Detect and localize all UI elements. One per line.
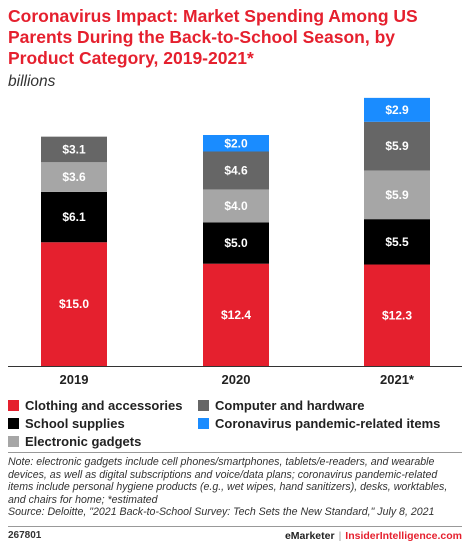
data-label-2019-series-3: $3.1 — [62, 142, 86, 156]
data-label-2021-series-4: $2.9 — [385, 103, 409, 117]
bar-2020-series-1 — [203, 222, 269, 264]
chart-subtitle: billions — [8, 73, 56, 90]
legend-swatch-electronic — [8, 436, 19, 447]
data-label-2019-series-0: $15.0 — [59, 297, 89, 311]
data-label-2021-series-3: $5.9 — [385, 139, 409, 153]
legend-label-clothing: Clothing and accessories — [25, 398, 183, 413]
x-tick-label-2020: 2020 — [222, 372, 251, 387]
bar-2021-series-4 — [364, 97, 430, 122]
data-label-2020-series-4: $2.0 — [224, 136, 248, 150]
data-label-2021-series-2: $5.9 — [385, 188, 409, 202]
footer-divider — [8, 526, 462, 527]
data-label-2019-series-2: $3.6 — [62, 170, 86, 184]
legend-item-electronic: Electronic gadgets — [8, 434, 141, 449]
chart-title: Coronavirus Impact: Market Spending Amon… — [8, 6, 418, 68]
legend-item-pandemic: Coronavirus pandemic-related items — [198, 416, 440, 431]
bar-2020-series-0 — [203, 263, 269, 366]
bar-2020-series-2 — [203, 189, 269, 223]
data-label-2020-series-2: $4.0 — [224, 199, 248, 213]
bar-2020-series-3 — [203, 151, 269, 190]
data-label-2019-series-1: $6.1 — [62, 210, 86, 224]
legend-swatch-school-supplies — [8, 418, 19, 429]
data-label-2020-series-1: $5.0 — [224, 236, 248, 250]
legend-item-school-supplies: School supplies — [8, 416, 125, 431]
bar-2020-series-4 — [203, 135, 269, 152]
bar-2021-series-3 — [364, 121, 430, 171]
data-label-2021-series-0: $12.3 — [382, 308, 412, 322]
legend-label-pandemic: Coronavirus pandemic-related items — [215, 416, 441, 431]
chart-note: Note: electronic gadgets include cell ph… — [8, 456, 464, 519]
brand-insider-intelligence: InsiderIntelligence.com — [345, 530, 462, 542]
note-divider — [8, 452, 462, 453]
x-tick-label-2019: 2019 — [60, 372, 89, 387]
chart-id: 267801 — [8, 530, 42, 541]
brand-separator: | — [338, 530, 342, 542]
bar-2021-series-1 — [364, 219, 430, 265]
data-label-2020-series-0: $12.4 — [221, 308, 251, 322]
stacked-bar-chart: $15.0 $6.1 $3.6 $3.1 2019 $12.4 $5.0 $4.0 $4.6 $2… — [8, 97, 462, 387]
bar-2021-series-0 — [364, 264, 430, 366]
bar-2019-series-1 — [41, 191, 107, 243]
x-tick-label-2021: 2021* — [380, 372, 415, 387]
data-label-2020-series-3: $4.6 — [224, 163, 248, 177]
data-label-2021-series-1: $5.5 — [385, 235, 409, 249]
bar-2021-series-2 — [364, 170, 430, 220]
bar-2019-series-3 — [41, 136, 107, 163]
brand: eMarketer | InsiderIntelligence.com — [285, 530, 462, 542]
source-text: Source: Deloitte, "2021 Back-to-School S… — [8, 506, 435, 519]
legend-swatch-pandemic — [198, 418, 209, 429]
brand-emarketer: eMarketer — [284, 530, 335, 542]
legend-item-clothing: Clothing and accessories — [8, 398, 183, 413]
legend-swatch-computer — [198, 400, 209, 411]
legend-label-electronic: Electronic gadgets — [25, 434, 142, 449]
note-text: Note: electronic gadgets include cell ph… — [8, 456, 448, 506]
legend-label-computer: Computer and hardware — [215, 398, 365, 413]
bar-2019-series-2 — [41, 162, 107, 192]
legend-label-school-supplies: School supplies — [25, 416, 125, 431]
legend-swatch-clothing — [8, 400, 19, 411]
legend-item-computer: Computer and hardware — [198, 398, 365, 413]
bar-2019-series-0 — [41, 242, 107, 366]
